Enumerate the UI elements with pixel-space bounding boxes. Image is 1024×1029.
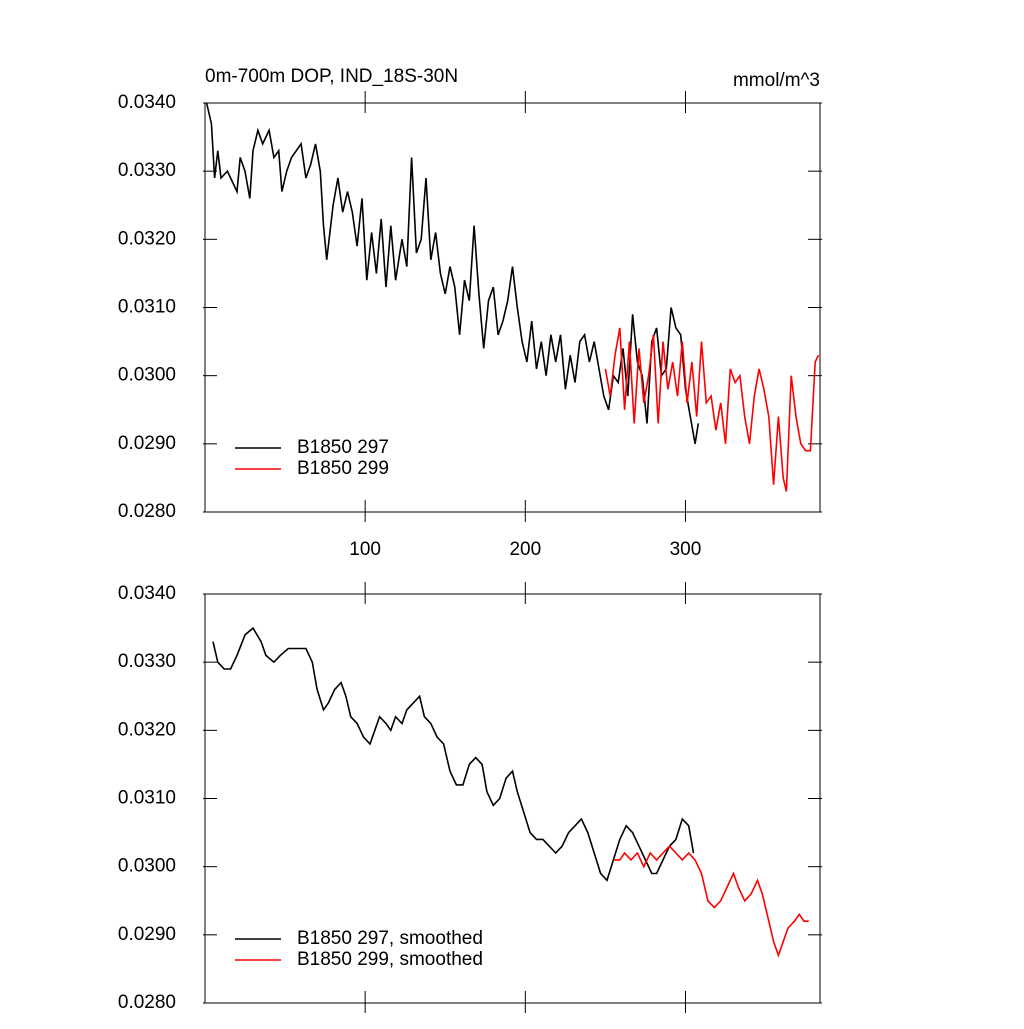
- y-tick-label: 0.0330: [118, 160, 176, 181]
- data-line: [212, 626, 695, 882]
- y-tick-label: 0.0300: [118, 856, 176, 877]
- x-tick-label: 100: [349, 539, 381, 560]
- y-tick-label: 0.0340: [118, 92, 176, 113]
- x-tick-label: 300: [670, 539, 702, 560]
- data-line: [205, 102, 700, 444]
- y-tick-label: 0.0310: [118, 297, 176, 318]
- y-tick-label: 0.0320: [118, 719, 176, 740]
- legend-label: B1850 297, smoothed: [297, 928, 483, 949]
- legend-label: B1850 299, smoothed: [297, 949, 483, 970]
- y-tick-label: 0.0320: [118, 228, 176, 249]
- data-line: [613, 845, 809, 958]
- legend-label: B1850 299: [297, 458, 389, 479]
- y-tick-label: 0.0300: [118, 365, 176, 386]
- data-line: [604, 327, 820, 492]
- units-label: mmol/m^3: [733, 70, 820, 91]
- chart-title: 0m-700m DOP, IND_18S-30N: [205, 66, 458, 87]
- y-tick-label: 0.0280: [118, 501, 176, 522]
- x-tick-label: 200: [509, 539, 541, 560]
- y-tick-label: 0.0330: [118, 651, 176, 672]
- y-tick-label: 0.0290: [118, 924, 176, 945]
- y-tick-label: 0.0290: [118, 433, 176, 454]
- y-tick-label: 0.0280: [118, 992, 176, 1013]
- y-tick-label: 0.0340: [118, 583, 176, 604]
- legend-label: B1850 297: [297, 437, 389, 458]
- y-tick-label: 0.0310: [118, 788, 176, 809]
